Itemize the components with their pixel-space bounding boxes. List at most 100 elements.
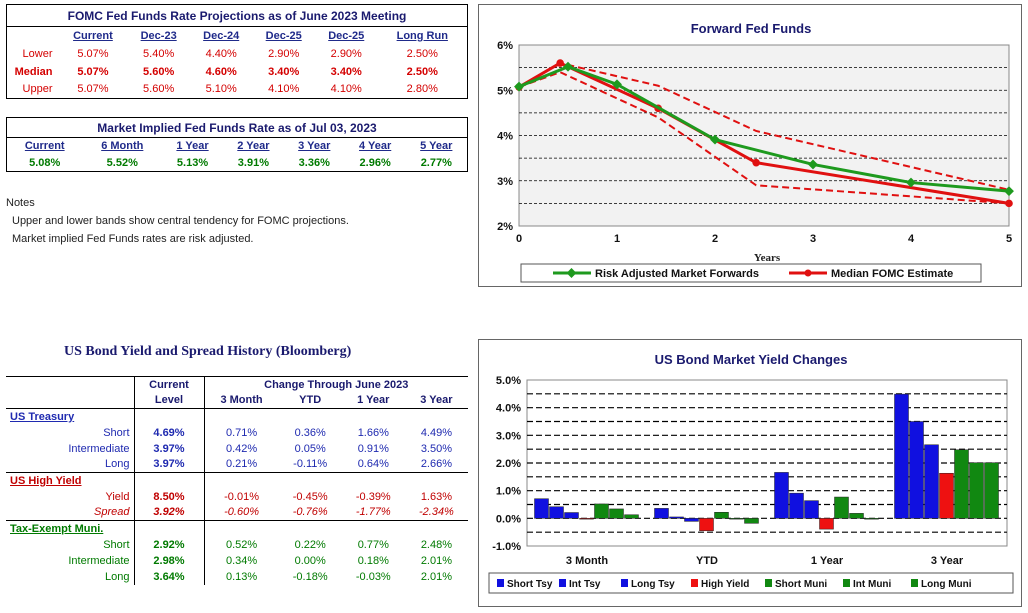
x-tick-label: 5 [1006,233,1012,245]
legend [520,263,982,283]
market-header: 4 Year [359,140,392,153]
notes-line: Market implied Fed Funds rates are risk … [12,233,254,245]
x-tick-label: 3 Month [566,555,608,567]
x-tick-label: 3 [810,233,816,245]
bar-high-yield [699,518,714,532]
notes-line: Upper and lower bands show central tende… [12,215,349,227]
fomc-header: Dec-25 [328,29,365,42]
legend-label: Short Tsy [507,579,553,590]
market-header: Current [24,140,65,153]
legend-label: Int Muni [853,579,892,590]
y-tick-label: 4% [497,131,513,143]
bar-short-muni [714,511,729,519]
chart-title: Forward Fed Funds [691,21,812,36]
bar-high-yield [579,518,594,520]
yield-changes-chart: US Bond Market Yield Changes -1.0% 0.0% 1.… [488,352,1014,594]
y-tick-label: 5.0% [496,375,521,387]
col-header: YTD [299,394,322,407]
bar-long-muni [624,514,639,519]
legend-swatch [497,579,504,587]
bar-high-yield [939,472,954,519]
legend-label: Median FOMC Estimate [831,268,953,280]
bar-short-tsy [534,498,549,519]
market-header: 1 Year [176,140,209,153]
current-header: Current [134,376,205,393]
y-tick-label: 6% [497,40,513,52]
table-row: Spread 3.92% -0.60% -0.76% -1.77% -2.34% [6,504,468,521]
x-tick-label: 4 [908,233,915,245]
fomc-row-lower: Lower 5.07% 5.40% 4.40% 2.90% 2.90% 2.50… [22,47,438,60]
market-implied-table: Market Implied Fed Funds Rate as of Jul … [6,117,468,172]
bar-long-tsy [804,500,819,519]
bar-int-muni [969,462,984,519]
notes-title: Notes [6,197,35,209]
market-forward-point [808,159,818,170]
y-tick-label: 2% [497,221,513,233]
market-header: 2 Year [237,140,270,153]
bar-long-muni [984,462,999,519]
level-header: Level [134,392,205,409]
legend-swatch [843,579,850,587]
table-row: Intermediate 2.98% 0.34% 0.00% 0.18% 2.0… [6,552,468,569]
notes: Notes Upper and lower bands show central… [6,194,349,248]
y-tick-label: 4.0% [496,403,521,415]
y-tick-label: 5% [497,85,513,97]
legend-swatch [691,579,698,587]
bar-short-muni [834,496,849,519]
legend-label: Int Tsy [569,579,601,590]
bar-long-tsy [924,444,939,519]
bar-long-muni [864,518,879,520]
x-tick-label: 0 [516,233,522,245]
bar-high-yield [819,518,834,530]
fomc-header: Long Run [396,29,448,42]
market-header: 6 Month [101,140,144,153]
bar-long-tsy [684,518,699,522]
x-axis-label: Years [754,252,781,264]
legend-swatch [559,579,566,587]
legend-label: Long Muni [921,579,972,590]
bar-short-tsy [654,508,669,519]
fomc-projections-table: FOMC Fed Funds Rate Projections as of Ju… [6,4,468,99]
bar-int-tsy [549,506,564,519]
fomc-header: Dec-25 [265,29,302,42]
legend-marker-circle [804,269,812,277]
legend-label: High Yield [701,579,749,590]
bar-int-tsy [789,492,804,519]
section-us-high-yield: US High Yield [6,472,135,489]
fomc-median-point [1005,199,1013,208]
market-forward-point [1004,186,1014,197]
bar-short-tsy [894,393,909,519]
fomc-header: Dec-23 [140,29,177,42]
forward-fed-funds-chart: Forward Fed Funds 2% 3% 4% 5% 6% 0 1 2 3 4 5 Years… [497,21,1014,283]
bar-int-muni [729,518,744,520]
y-tick-label: 0.0% [496,513,521,525]
x-tick-label: 1 [614,233,620,245]
x-tick-label: 1 Year [811,555,844,567]
legend-label: Long Tsy [631,579,675,590]
fomc-row-upper: Upper 5.07% 5.60% 5.10% 4.10% 4.10% 2.80… [22,83,438,96]
table-row: Long 3.97% 0.21% -0.11% 0.64% 2.66% [6,456,468,473]
market-forward-point [563,61,573,72]
y-tick-label: 3% [497,176,513,188]
legend-label: Risk Adjusted Market Forwards [595,268,759,280]
fomc-median-point [556,59,564,67]
fomc-header: Dec-24 [203,29,240,42]
market-values-row: 5.08% 5.52% 5.13% 3.91% 3.36% 2.96% 2.77… [29,156,452,169]
fomc-row-median: Median 5.07% 5.60% 4.60% 3.40% 3.40% 2.5… [14,65,438,78]
bar-long-tsy [564,512,579,519]
market-header: 5 Year [420,140,453,153]
change-header: Change Through June 2023 [264,378,409,391]
market-forward-point [710,134,720,145]
table-row: Long 3.64% 0.13% -0.18% -0.03% 2.01% [6,568,468,585]
y-tick-label: -1.0% [492,541,521,553]
legend-swatch [621,579,628,587]
y-tick-label: 1.0% [496,486,521,498]
bar-int-tsy [669,516,684,519]
fomc-band-line [518,71,1010,205]
legend-label: Short Muni [775,579,827,590]
fomc-table-title: FOMC Fed Funds Rate Projections as of Ju… [6,4,468,27]
market-forward-point [906,177,916,188]
legend-marker-diamond [566,268,577,278]
bar-int-muni [849,513,864,519]
fomc-band-line [518,62,1010,191]
